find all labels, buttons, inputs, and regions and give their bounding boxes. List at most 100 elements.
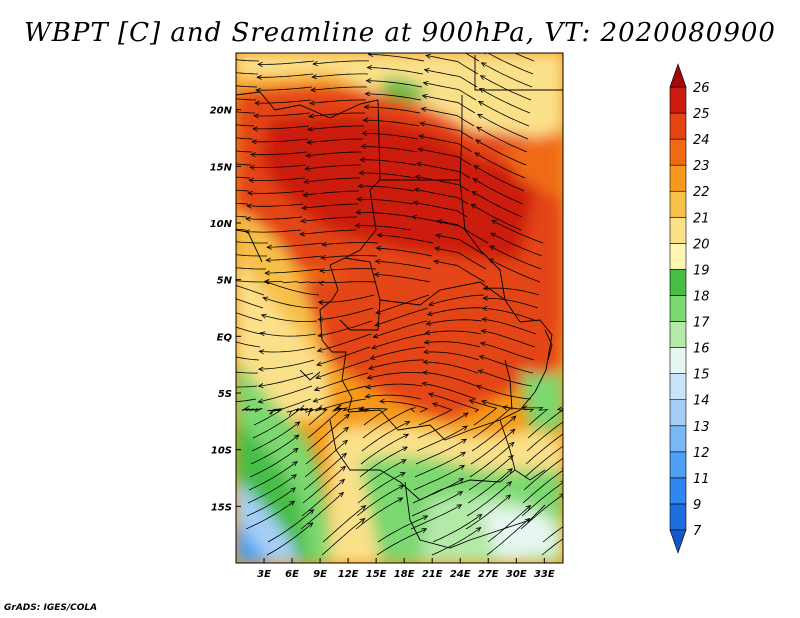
streamline-arrow — [489, 245, 496, 251]
streamline — [236, 326, 262, 335]
streamline — [236, 341, 261, 348]
streamline-arrow — [209, 276, 214, 280]
streamline — [236, 254, 267, 257]
y-tick-label: 15S — [211, 502, 232, 513]
streamline-arrow — [491, 219, 497, 225]
streamline-arrow — [421, 370, 428, 376]
streamline-arrow — [508, 454, 514, 461]
streamline-arrow — [459, 464, 466, 470]
streamline — [467, 468, 513, 504]
streamline-arrow — [299, 404, 306, 410]
colorbar-level-label: 15 — [693, 368, 710, 383]
streamline-arrow — [475, 139, 481, 145]
streamline-arrow — [403, 433, 410, 439]
streamline — [476, 385, 532, 400]
streamline — [236, 371, 259, 374]
streamline-arrow — [366, 65, 373, 71]
streamline-arrow — [425, 320, 432, 326]
streamline-arrow — [300, 218, 307, 224]
streamline-arrow — [456, 504, 463, 510]
streamline-arrow — [414, 174, 421, 180]
streamline — [542, 526, 563, 543]
streamline — [524, 445, 563, 478]
streamline-arrow — [290, 487, 297, 493]
streamline-arrow — [265, 257, 271, 263]
streamline — [258, 60, 315, 65]
streamline-arrow — [471, 191, 478, 196]
streamline — [481, 62, 533, 88]
streamline-arrow — [433, 259, 439, 265]
streamline — [308, 125, 364, 130]
streamline-arrow — [342, 439, 348, 446]
colorbar-bin — [669, 477, 687, 505]
streamline-arrow — [244, 405, 251, 411]
streamline — [236, 385, 258, 388]
streamline — [236, 202, 249, 205]
streamline-arrow — [210, 263, 215, 267]
streamline — [304, 177, 360, 183]
streamline-arrow — [201, 79, 206, 83]
streamline-arrow — [308, 509, 315, 515]
streamline — [236, 356, 260, 361]
streamline — [249, 447, 299, 478]
streamline-arrow — [307, 522, 314, 528]
streamline — [469, 442, 515, 478]
streamline — [310, 99, 366, 104]
colorbar-bin — [669, 503, 687, 531]
streamline-arrow — [475, 384, 482, 390]
streamline — [355, 497, 403, 530]
streamline — [466, 481, 512, 517]
streamline — [321, 518, 365, 556]
streamline-arrow — [404, 421, 411, 426]
streamline — [255, 99, 312, 104]
streamline-arrow — [291, 474, 297, 480]
x-axis: 3E 6E 9E 12E 15E 18E 21E 24E 27E 30E 33E — [257, 558, 555, 580]
streamline — [315, 359, 370, 379]
streamline — [360, 159, 417, 166]
streamline-arrow — [460, 451, 466, 457]
streamline — [423, 361, 479, 374]
streamline — [490, 232, 543, 257]
streamline — [410, 504, 462, 530]
streamline — [413, 465, 465, 491]
streamline-arrow — [478, 88, 485, 93]
streamline-arrow — [193, 195, 198, 199]
colorbar-level-label: 16 — [693, 342, 710, 357]
streamline — [472, 191, 523, 218]
streamline-arrow — [317, 316, 324, 322]
streamline-arrow — [305, 152, 311, 158]
streamline-arrow — [260, 313, 267, 319]
streamline — [322, 242, 379, 246]
streamline — [480, 75, 532, 101]
streamline-arrow — [257, 366, 264, 372]
streamline-arrow — [259, 331, 266, 337]
streamline — [236, 189, 250, 192]
streamline — [312, 73, 369, 78]
streamline-arrow — [412, 200, 419, 206]
y-tick-label: 10N — [210, 219, 233, 230]
streamline-arrow — [422, 359, 429, 365]
y-tick-label: 15N — [210, 162, 233, 173]
streamline-arrow — [195, 169, 200, 173]
streamline — [314, 372, 369, 391]
streamline — [236, 215, 248, 218]
colorbar-level-label: 18 — [693, 289, 710, 304]
colorbar-level-label: 17 — [693, 316, 710, 331]
streamline — [487, 53, 534, 75]
streamline-arrow — [421, 381, 428, 387]
streamline-arrow — [363, 104, 370, 110]
streamline-arrow — [368, 365, 374, 370]
streamline — [250, 164, 307, 168]
x-tick-label: 21E — [422, 569, 443, 580]
streamline-arrow — [436, 219, 443, 225]
colorbar-level-label: 12 — [693, 446, 710, 461]
streamline — [523, 457, 563, 491]
streamline-arrow — [206, 331, 211, 335]
streamline-arrow — [359, 157, 366, 163]
streamline — [247, 474, 297, 504]
streamline — [245, 229, 302, 233]
streamline — [253, 125, 310, 130]
streamline-arrow — [358, 170, 364, 176]
wbpt-field — [193, 53, 563, 563]
streamline — [300, 229, 357, 235]
